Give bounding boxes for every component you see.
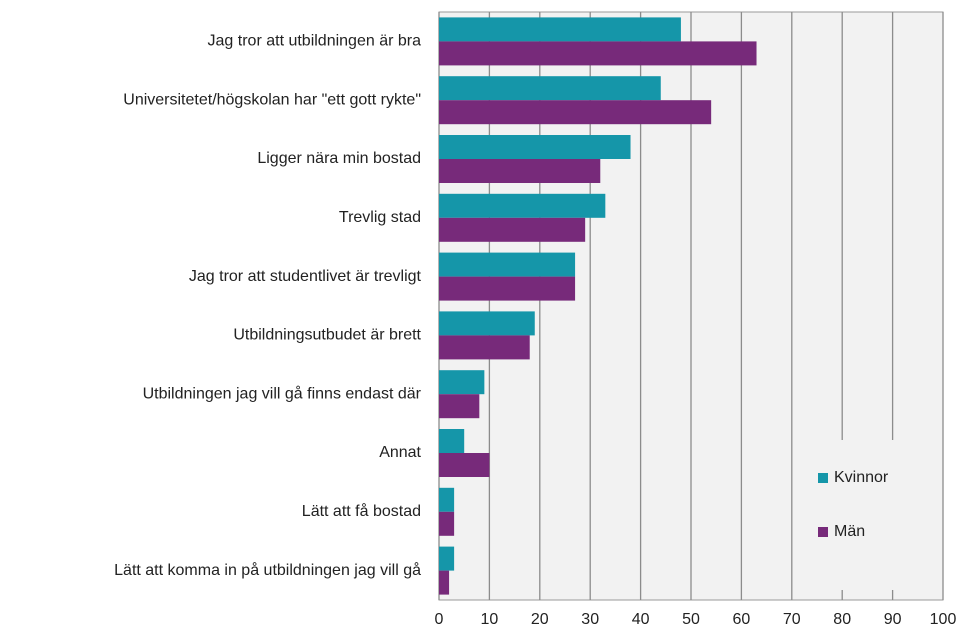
legend-swatch: [818, 473, 828, 483]
bar: [439, 159, 601, 183]
bar: [439, 453, 490, 477]
bar: [439, 570, 450, 595]
bar: [439, 511, 455, 536]
bar: [439, 135, 631, 159]
x-tick-label: 100: [930, 611, 957, 628]
x-tick-label: 40: [632, 611, 650, 628]
x-tick-label: 0: [435, 611, 444, 628]
bar: [439, 100, 712, 125]
y-tick-label: Annat: [379, 444, 421, 461]
x-tick-label: 30: [581, 611, 599, 628]
bar: [439, 394, 480, 419]
bar: [439, 487, 455, 512]
bar: [439, 41, 757, 66]
y-tick-label: Jag tror att utbildningen är bra: [208, 33, 422, 50]
y-tick-label: Lätt att komma in på utbildningen jag vi…: [114, 561, 421, 579]
y-tick-label: Jag tror att studentlivet är trevligt: [189, 268, 422, 285]
x-tick-label: 80: [833, 611, 851, 628]
y-tick-label: Lätt att få bostad: [302, 502, 421, 520]
x-tick-label: 60: [733, 611, 751, 628]
bar: [439, 252, 576, 277]
x-tick-label: 10: [481, 611, 499, 628]
y-tick-label: Universitetet/högskolan har "ett gott ry…: [123, 91, 421, 108]
bar: [439, 217, 586, 242]
y-tick-label: Utbildningsutbudet är brett: [233, 327, 421, 344]
bar: [439, 429, 465, 453]
bar: [439, 546, 455, 571]
bar: [439, 276, 576, 301]
legend-label: Kvinnor: [834, 469, 889, 486]
x-tick-label: 20: [531, 611, 549, 628]
legend-label: Män: [834, 523, 865, 540]
x-tick-label: 50: [682, 611, 700, 628]
x-tick-label: 90: [884, 611, 902, 628]
y-tick-label: Utbildningen jag vill gå finns endast dä…: [143, 384, 422, 402]
x-tick-label: 70: [783, 611, 801, 628]
bar: [439, 335, 530, 360]
y-tick-label: Trevlig stad: [339, 209, 421, 226]
bar: [439, 76, 661, 101]
bar: [439, 311, 535, 336]
legend-box: [810, 440, 930, 590]
y-tick-label: Ligger nära min bostad: [257, 150, 421, 167]
bar: [439, 17, 681, 42]
legend-swatch: [818, 527, 828, 537]
bar: [439, 193, 606, 218]
bar: [439, 370, 485, 395]
